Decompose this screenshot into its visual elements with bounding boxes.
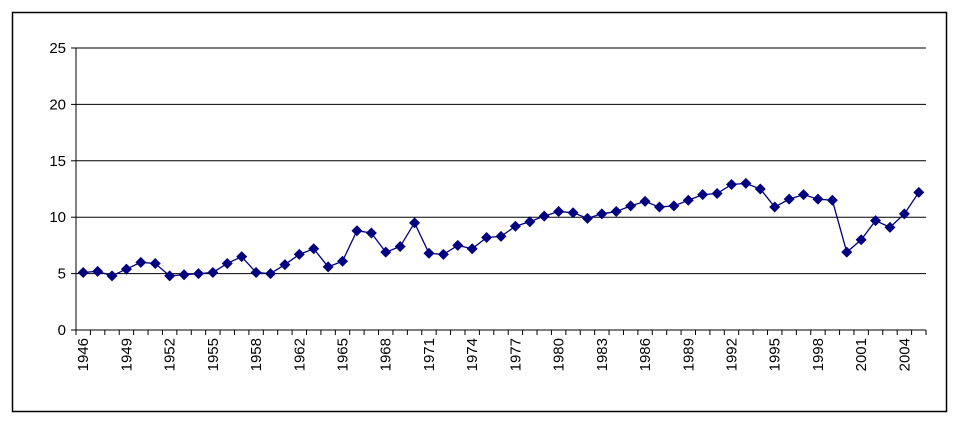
x-tick-label: 1949 [118, 338, 135, 371]
y-tick-label: 10 [49, 209, 66, 226]
marker [264, 268, 276, 280]
x-tick-label: 1977 [507, 338, 524, 371]
marker [135, 256, 147, 268]
x-tick-label: 1998 [810, 338, 827, 371]
marker [610, 206, 622, 218]
marker [279, 259, 291, 271]
x-tick-label: 2001 [853, 338, 870, 371]
marker [538, 210, 550, 222]
x-tick-label: 1965 [335, 338, 352, 371]
marker [437, 248, 449, 260]
marker [697, 189, 709, 201]
marker [380, 246, 392, 258]
marker [567, 207, 579, 219]
y-tick-label: 5 [58, 266, 66, 283]
marker [524, 216, 536, 228]
marker [509, 220, 521, 232]
x-tick-label: 1986 [637, 338, 654, 371]
marker [495, 230, 507, 242]
marker [466, 243, 478, 255]
marker [452, 239, 464, 251]
marker [855, 234, 867, 246]
marker [192, 268, 204, 280]
marker [178, 269, 190, 281]
marker [149, 257, 161, 269]
marker [639, 195, 651, 207]
x-tick-label: 1946 [75, 338, 92, 371]
marker [884, 221, 896, 233]
marker [120, 263, 132, 275]
marker [913, 186, 925, 198]
marker [92, 265, 104, 277]
marker [841, 246, 853, 258]
marker [754, 183, 766, 195]
y-tick-label: 15 [49, 153, 66, 170]
marker [798, 189, 810, 201]
x-tick-label: 1995 [767, 338, 784, 371]
marker [308, 243, 320, 255]
marker [553, 206, 565, 218]
marker [596, 208, 608, 220]
marker [826, 194, 838, 206]
marker [337, 255, 349, 267]
marker [409, 217, 421, 229]
marker [106, 270, 118, 282]
x-tick-label: 1983 [594, 338, 611, 371]
y-tick-label: 25 [49, 40, 66, 57]
x-tick-label: 1958 [248, 338, 265, 371]
marker [351, 225, 363, 237]
y-tick-label: 0 [58, 322, 66, 339]
marker [581, 212, 593, 224]
x-tick-label: 1974 [464, 338, 481, 371]
y-tick-label: 20 [49, 96, 66, 113]
x-tick-label: 1971 [421, 338, 438, 371]
x-tick-label: 1989 [680, 338, 697, 371]
marker [164, 270, 176, 282]
x-tick-label: 1968 [378, 338, 395, 371]
marker [653, 201, 665, 213]
marker [365, 227, 377, 239]
marker [250, 266, 262, 278]
marker [236, 251, 248, 263]
marker [740, 177, 752, 189]
marker [668, 200, 680, 212]
marker [769, 201, 781, 213]
x-tick-label: 2004 [896, 338, 913, 371]
marker [322, 261, 334, 273]
marker [394, 241, 406, 253]
marker [682, 194, 694, 206]
marker [711, 188, 723, 200]
marker [812, 193, 824, 205]
chart-frame [11, 11, 948, 413]
x-tick-label: 1980 [551, 338, 568, 371]
x-tick-label: 1962 [291, 338, 308, 371]
marker [423, 247, 435, 259]
x-tick-label: 1992 [724, 338, 741, 371]
marker [77, 266, 89, 278]
marker [783, 193, 795, 205]
marker [726, 178, 738, 190]
marker [207, 266, 219, 278]
marker [870, 215, 882, 227]
marker [898, 208, 910, 220]
marker [293, 248, 305, 260]
marker [625, 200, 637, 212]
marker [481, 232, 493, 244]
x-tick-label: 1955 [205, 338, 222, 371]
x-tick-label: 1952 [162, 338, 179, 371]
marker [221, 257, 233, 269]
